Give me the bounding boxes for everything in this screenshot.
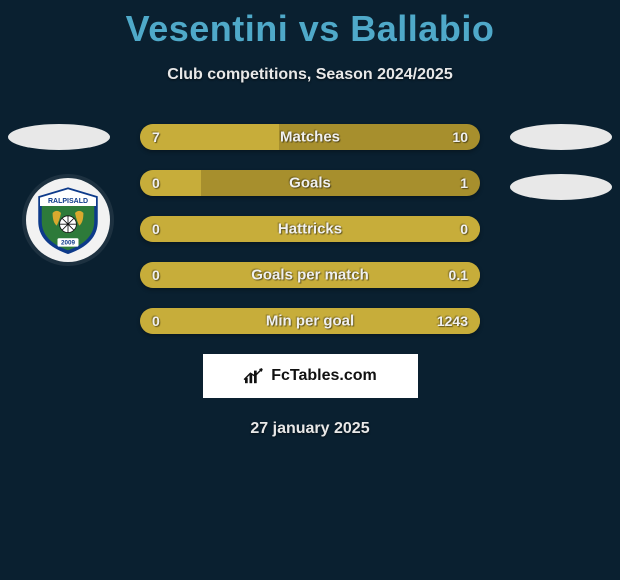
stat-right-value: 1: [460, 175, 468, 191]
player-right-placeholder: [510, 124, 612, 150]
stat-left-value: 0: [152, 221, 160, 237]
comparison-area: RALPISALD 2009 7 Matches 10 0 Goals 1 0 …: [0, 124, 620, 438]
bar-chart-icon: [243, 367, 265, 385]
club-right-placeholder: [510, 174, 612, 200]
stat-right-value: 10: [452, 129, 468, 145]
club-left-crest: RALPISALD 2009: [26, 178, 110, 262]
stat-right-value: 0: [460, 221, 468, 237]
brand-label: FcTables.com: [271, 367, 377, 385]
shield-icon: RALPISALD 2009: [33, 185, 103, 255]
stat-bars: 7 Matches 10 0 Goals 1 0 Hattricks 0 0 G…: [140, 124, 480, 334]
stat-row-hattricks: 0 Hattricks 0: [140, 216, 480, 242]
stat-label: Min per goal: [266, 313, 354, 330]
brand-panel[interactable]: FcTables.com: [203, 354, 418, 398]
stat-right-value: 1243: [437, 313, 468, 329]
crest-text: RALPISALD: [48, 198, 88, 205]
date-label: 27 january 2025: [0, 420, 620, 438]
stat-row-min-per-goal: 0 Min per goal 1243: [140, 308, 480, 334]
stat-row-goals: 0 Goals 1: [140, 170, 480, 196]
stat-row-goals-per-match: 0 Goals per match 0.1: [140, 262, 480, 288]
stat-label: Hattricks: [278, 221, 342, 238]
stat-left-value: 0: [152, 267, 160, 283]
stat-row-matches: 7 Matches 10: [140, 124, 480, 150]
page-title: Vesentini vs Ballabio: [0, 0, 620, 50]
stat-label: Goals per match: [251, 267, 369, 284]
stat-label: Matches: [280, 129, 340, 146]
stat-left-value: 0: [152, 313, 160, 329]
stat-fill: [140, 170, 201, 196]
player-left-placeholder: [8, 124, 110, 150]
stat-label: Goals: [289, 175, 331, 192]
crest-year: 2009: [61, 240, 76, 247]
stat-left-value: 0: [152, 175, 160, 191]
stat-fill: [140, 124, 279, 150]
stat-right-value: 0.1: [449, 267, 468, 283]
stat-left-value: 7: [152, 129, 160, 145]
page-subtitle: Club competitions, Season 2024/2025: [0, 66, 620, 84]
